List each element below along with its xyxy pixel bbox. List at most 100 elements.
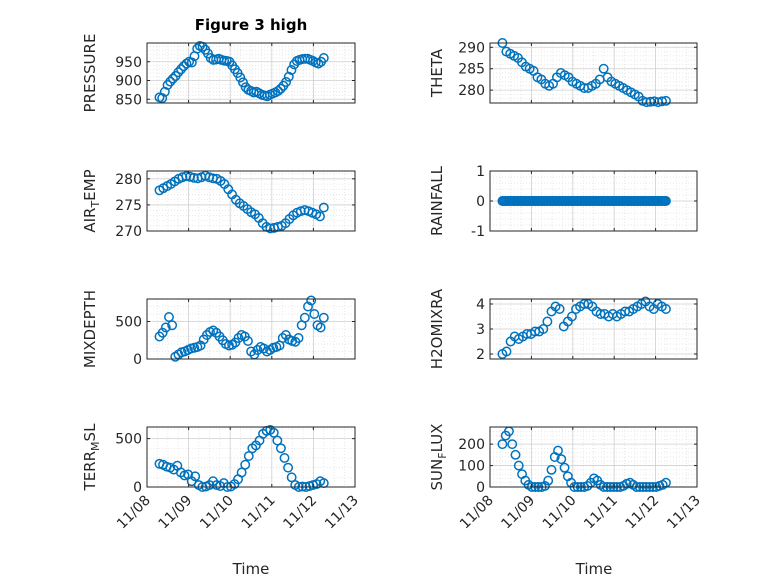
axes-box — [146, 42, 356, 104]
data-point — [283, 462, 294, 473]
data-point — [546, 464, 557, 475]
series-h2omixra — [497, 296, 671, 359]
data-point — [240, 459, 251, 470]
figure-title: Figure 3 high — [195, 16, 308, 34]
series-theta — [497, 38, 671, 108]
y-tick-label: 850 — [115, 92, 142, 108]
data-point — [277, 333, 288, 343]
y-label-theta: THETA — [428, 48, 446, 98]
x-tick-label: 11/13 — [664, 493, 704, 533]
data-point — [165, 76, 176, 87]
data-point — [279, 453, 290, 463]
data-point — [657, 96, 668, 107]
data-point — [306, 295, 317, 306]
x-label-right: Time — [575, 560, 613, 578]
y-tick-label: 0 — [476, 480, 485, 496]
data-point — [168, 73, 178, 84]
y-tick-label: 100 — [458, 459, 485, 475]
x-tick-label: 11/12 — [280, 493, 320, 533]
x-tick-label: 11/10 — [540, 493, 580, 533]
data-point — [164, 312, 174, 322]
axes-theta: 280 285 290 THETA — [428, 38, 698, 108]
axes-sun_flux: 0 100 200 SUNFLUX 11/08 11/09 11/10 11/11 11/12 1… — [428, 424, 704, 533]
x-tick-label: 11/08 — [114, 493, 154, 533]
data-point — [295, 206, 306, 217]
y-tick-label: 285 — [458, 62, 485, 78]
data-point — [190, 471, 201, 482]
y-tick-label: 280 — [458, 83, 485, 99]
data-point — [554, 304, 565, 314]
x-tick-label: 11/11 — [581, 493, 621, 533]
data-point — [313, 58, 324, 69]
data-point — [598, 63, 609, 74]
data-point — [233, 333, 244, 343]
data-point — [661, 304, 671, 314]
y-label-pressure: PRESSURE — [81, 34, 99, 113]
data-point — [543, 475, 554, 486]
axes-mixdepth: 0 500 MIXDEPTH — [81, 290, 356, 368]
y-tick-label: 200 — [458, 437, 485, 453]
data-point — [542, 316, 553, 327]
y-tick-label: 0 — [133, 352, 142, 368]
y-label-h2omixra: H2OMIXRA — [428, 288, 446, 369]
x-tick-label: 11/10 — [197, 493, 237, 533]
x-tick-label: 11/12 — [623, 493, 663, 533]
y-tick-label: 270 — [115, 224, 142, 240]
data-point — [566, 311, 577, 322]
data-point — [538, 324, 549, 334]
x-tick-label: 11/08 — [457, 493, 497, 533]
y-tick-label: 0 — [476, 194, 485, 210]
axes-box — [489, 426, 698, 488]
data-point — [167, 320, 178, 331]
data-point — [559, 462, 570, 473]
data-point — [252, 345, 263, 355]
data-point — [238, 77, 248, 88]
data-point — [275, 443, 286, 454]
axes-h2omixra: 2 3 4 H2OMIXRA — [428, 288, 698, 369]
data-point — [501, 346, 512, 357]
y-label-sun_flux: SUNFLUX — [428, 424, 449, 491]
axes-rainfall: -1 0 1 RAINFALL — [428, 164, 698, 240]
series-air_temp — [154, 170, 329, 234]
data-point — [243, 451, 254, 461]
data-point — [157, 93, 168, 104]
data-point — [268, 427, 279, 438]
y-tick-label: -1 — [471, 224, 485, 240]
data-point — [513, 460, 524, 471]
axes-pressure: 850 900 950 PRESSURE — [81, 34, 356, 113]
y-tick-label: 290 — [458, 40, 485, 56]
x-label-left: Time — [232, 560, 270, 578]
data-point — [661, 95, 671, 106]
series-rainfall — [497, 196, 671, 206]
data-point — [236, 467, 247, 478]
data-point — [157, 327, 168, 338]
y-tick-label: 3 — [476, 322, 485, 338]
data-point — [293, 333, 304, 343]
axes-box — [146, 170, 356, 232]
data-point — [273, 86, 283, 96]
axes-air_temp: 270 275 280 AIRTEMP — [81, 169, 356, 240]
data-point — [510, 449, 521, 460]
data-point — [582, 480, 593, 491]
data-point — [272, 435, 283, 446]
data-point — [258, 343, 269, 354]
data-point — [160, 322, 171, 333]
y-label-rainfall: RAINFALL — [428, 165, 446, 236]
series-mixdepth — [154, 295, 329, 362]
y-tick-label: 2 — [476, 347, 485, 363]
data-point — [275, 83, 286, 94]
data-point — [318, 53, 329, 63]
data-point — [315, 322, 326, 333]
y-tick-label: 900 — [115, 74, 142, 90]
data-point — [309, 309, 320, 319]
y-tick-label: 950 — [115, 55, 142, 71]
axes-terr_msl: 0 500 TERRMSL 11/08 11/09 11/10 11/11 11/12 11/1… — [81, 423, 362, 532]
data-point — [315, 211, 325, 222]
data-point — [318, 312, 329, 323]
data-point — [286, 472, 297, 483]
data-point — [286, 65, 297, 75]
data-point — [181, 58, 192, 69]
axes-box — [146, 426, 356, 488]
data-point — [507, 439, 518, 450]
